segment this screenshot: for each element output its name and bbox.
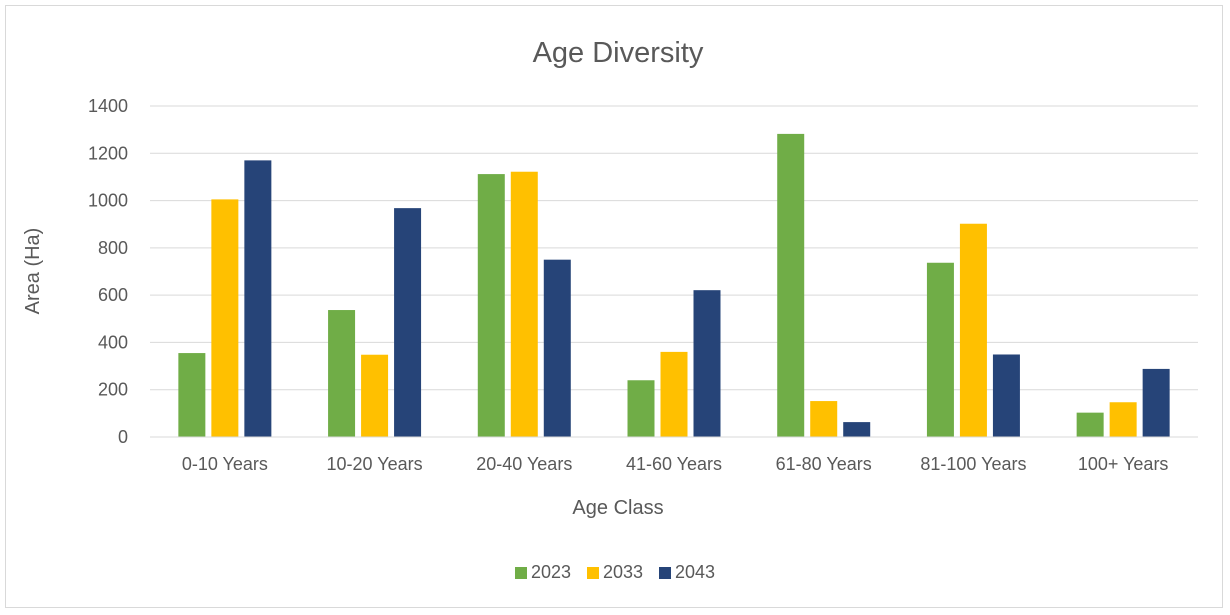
x-tick-label: 20-40 Years: [476, 454, 572, 474]
bars: [178, 133, 1170, 438]
legend-swatch: [659, 567, 671, 579]
y-tick-label: 1200: [88, 143, 128, 163]
bar-2033: [361, 354, 389, 437]
x-axis-ticks: 0-10 Years 10-20 Years 20-40 Years 41-60 Ye…: [182, 454, 1169, 474]
x-tick-label: 61-80 Years: [776, 454, 872, 474]
bar-2023: [477, 174, 505, 437]
y-tick-label: 400: [98, 332, 128, 352]
legend-item-2043: 2043: [659, 562, 715, 582]
chart-title: Age Diversity: [533, 37, 704, 69]
legend-item-2023: 2023: [515, 562, 571, 582]
bar-2033: [510, 171, 538, 437]
bar-2033: [1109, 402, 1137, 437]
x-tick-label: 10-20 Years: [327, 454, 423, 474]
bar-2033: [211, 199, 239, 437]
x-axis-title: Age Class: [572, 497, 663, 519]
gridlines: [150, 105, 1198, 391]
bar-2043: [394, 208, 422, 437]
y-axis-ticks: 0 200 400 600 800 1000 1200 1400: [88, 96, 128, 447]
bar-2043: [843, 422, 871, 437]
y-tick-label: 800: [98, 238, 128, 258]
x-tick-label: 100+ Years: [1078, 454, 1169, 474]
y-tick-label: 1400: [88, 96, 128, 116]
legend-swatch: [515, 567, 527, 579]
bar-2023: [926, 262, 954, 437]
y-tick-label: 0: [118, 427, 128, 447]
legend-label: 2023: [531, 562, 571, 582]
bar-2043: [543, 259, 571, 437]
legend: 2023 2033 2043: [515, 562, 715, 582]
bar-2043: [1142, 368, 1170, 437]
bar-2043: [992, 354, 1020, 437]
y-tick-label: 1000: [88, 191, 128, 211]
legend-item-2033: 2033: [587, 562, 643, 582]
x-tick-label: 0-10 Years: [182, 454, 268, 474]
bar-2033: [810, 401, 838, 437]
y-tick-label: 600: [98, 285, 128, 305]
bar-2023: [328, 310, 356, 437]
y-tick-label: 200: [98, 380, 128, 400]
bar-2023: [777, 133, 805, 438]
x-tick-label: 81-100 Years: [920, 454, 1026, 474]
bar-2033: [959, 223, 987, 437]
bar-2033: [660, 351, 688, 437]
bar-2023: [178, 353, 206, 437]
y-axis-title: Area (Ha): [22, 228, 44, 315]
legend-label: 2043: [675, 562, 715, 582]
bar-2043: [693, 290, 721, 437]
x-tick-label: 41-60 Years: [626, 454, 722, 474]
bar-2023: [627, 380, 655, 437]
legend-label: 2033: [603, 562, 643, 582]
bar-2023: [1076, 412, 1104, 437]
bar-2043: [244, 160, 272, 437]
legend-swatch: [587, 567, 599, 579]
